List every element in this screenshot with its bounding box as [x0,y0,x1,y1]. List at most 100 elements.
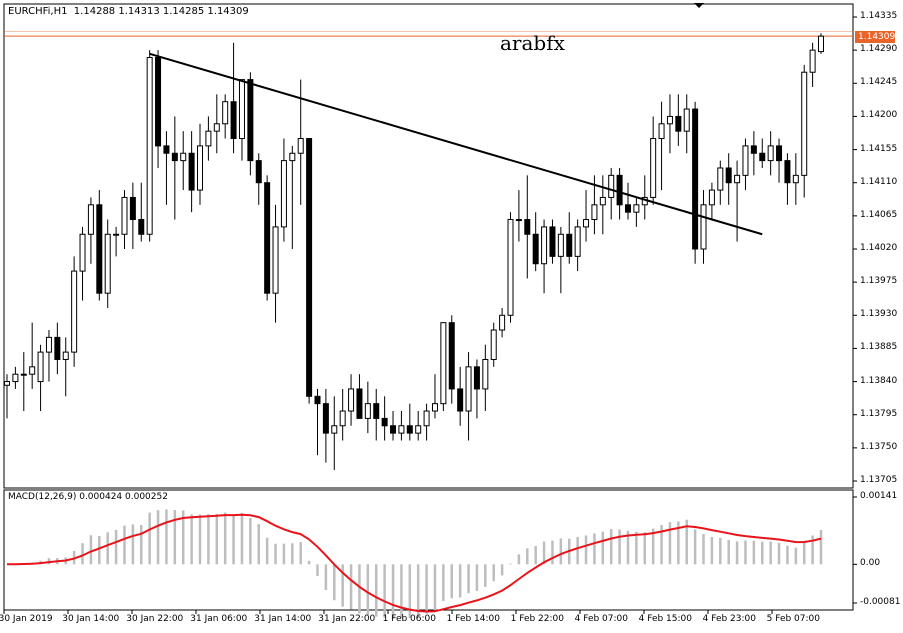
candle-body [171,152,178,162]
candle-body [29,366,36,375]
candle-body [339,410,346,427]
candle-body [373,403,380,419]
candle-body [322,403,329,434]
candle-body [708,189,715,206]
candle-body [415,425,422,434]
price-axis-label: 1.14110 [860,176,898,187]
time-axis-label: 30 Jan 22:00 [126,614,184,624]
candle-body [331,425,338,434]
candle-body [306,138,313,397]
candle-body [566,233,573,257]
candle-body [289,152,296,162]
candle-body [608,174,615,198]
candle-body [104,233,111,294]
candle-body [87,204,94,235]
price-axis-label: 1.13705 [860,475,898,485]
current-price-badge: 1.14309 [855,31,895,43]
candle-body [658,123,665,140]
time-axis-label: 4 Feb 15:00 [638,614,692,624]
candle-body [188,152,195,191]
candle-body [792,174,799,184]
price-axis-label: 1.14200 [860,110,898,121]
candle-body [71,270,78,353]
candle-body [507,219,514,316]
candle-body [801,71,808,176]
candle-body [633,204,640,213]
candle-body [96,204,103,294]
time-axis-label: 4 Feb 23:00 [702,614,756,624]
candle-body [272,226,279,294]
candle-body [675,115,682,132]
candle-body [180,152,187,162]
candle-body [767,145,774,162]
price-axis-label: 1.14245 [860,77,898,88]
candle-body [541,226,548,265]
price-axis-label: 1.14065 [860,209,898,220]
candle-body [784,160,791,184]
candle-body [54,336,61,360]
candle-body [297,138,304,154]
candle-body [205,130,212,147]
candle-body [20,373,27,376]
macd-signal-line [6,513,822,613]
candle-body [776,145,783,162]
candle-body [574,226,581,257]
candle-body [37,351,44,383]
candle-body [222,101,229,125]
trendline [149,52,763,236]
price-axis-label: 1.14020 [860,243,898,253]
candle-body [398,425,405,434]
candle-body [734,174,741,184]
watermark-label: arabfx [500,31,565,55]
candle-body [406,425,413,434]
candle-body [742,145,749,176]
candle-body [482,358,489,390]
candle-body [423,410,430,427]
candle-body [4,381,10,386]
price-axis-label: 1.14335 [860,11,898,21]
candle-body [238,79,245,140]
candle-body [457,388,464,412]
candle-body [717,167,724,191]
candle-body [255,160,262,184]
candle-body [113,233,120,236]
candle-body [549,226,556,257]
time-axis-label: 1 Feb 22:00 [510,614,564,624]
candle-body [557,233,564,257]
price-axis-label: 1.14290 [860,44,898,55]
candle-body [79,233,86,272]
candle-body [440,322,447,405]
scroll-marker-icon [694,3,704,8]
candle-body [364,403,371,419]
candle-body [692,108,699,250]
macd-axis-label: 0.00141 [860,491,898,501]
candle-body [448,322,455,390]
candle-body [230,101,237,140]
price-axis-label: 1.14155 [860,143,898,154]
candle-body [314,395,321,405]
price-axis-label: 1.13750 [860,441,898,452]
candle-body [197,145,204,191]
candle-body [750,145,757,154]
candle-body [155,57,162,147]
time-axis-label: 31 Jan 14:00 [254,614,312,624]
candle-body [163,145,170,154]
candle-body [490,329,497,360]
macd-label: MACD(12,26,9) 0.000424 0.000252 [8,492,168,502]
price-axis-label: 1.13795 [860,408,898,419]
macd-axis-label: -0.00081 [860,597,901,607]
candle-body [725,167,732,184]
candle-body [700,204,707,250]
candle-body [515,219,522,222]
candle-body [591,204,598,221]
candle-body [616,174,623,206]
price-panel-frame [3,3,854,489]
candle-body [759,152,766,162]
candle-body [666,115,673,125]
candle-body [129,196,136,221]
candle-body [121,196,128,235]
macd-axis-label: 0.00 [860,558,881,569]
time-axis-label: 31 Jan 22:00 [318,614,376,624]
